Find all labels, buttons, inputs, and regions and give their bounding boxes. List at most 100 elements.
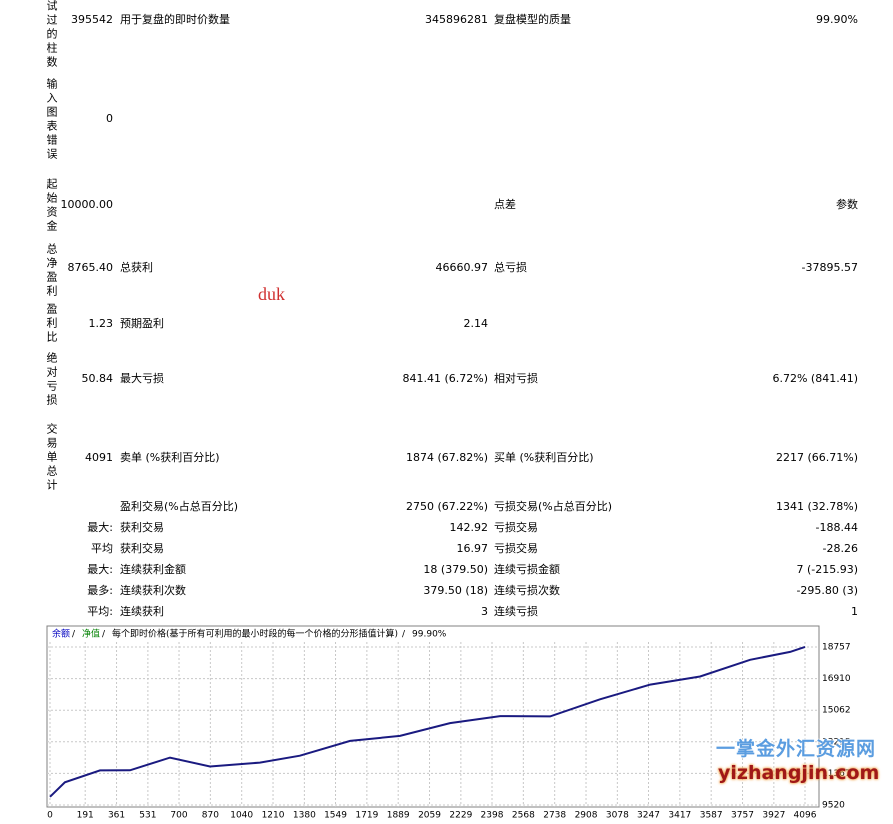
row-label: 盈利交易(%占总百分比)	[120, 500, 239, 513]
y-tick-label: 16910	[822, 674, 851, 684]
row-label: 复盘模型的质量	[494, 13, 571, 26]
x-tick-label: 4096	[794, 811, 817, 821]
x-tick-label: 2229	[449, 811, 472, 821]
row-value: 841.41 (6.72%)	[402, 372, 488, 385]
x-tick-label: 1719	[355, 811, 378, 821]
x-tick-label: 3757	[731, 811, 754, 821]
x-tick-label: 3417	[668, 811, 691, 821]
row-value: 345896281	[425, 13, 488, 26]
y-tick-label: 9520	[822, 801, 845, 811]
row-value: 99.90%	[816, 13, 858, 26]
x-tick-label: 700	[170, 811, 187, 821]
row-label: 绝对亏损	[45, 352, 58, 408]
row-value: 3	[481, 605, 488, 618]
row-label: 总亏损	[494, 261, 527, 274]
row-value: 4091	[85, 451, 113, 464]
row-value: 2.14	[463, 317, 489, 330]
row-value: 1341 (32.78%)	[775, 500, 858, 513]
row-value: -188.44	[815, 521, 858, 534]
row-value: 最大:	[87, 563, 113, 576]
separator: /	[72, 630, 76, 640]
watermark: yizhangjin.com	[718, 762, 880, 784]
x-tick-label: 2908	[575, 811, 598, 821]
legend-entry: 净值	[82, 628, 100, 640]
row-value: 2217 (66.71%)	[775, 451, 858, 464]
row-value: 最多:	[87, 584, 113, 597]
y-tick-label: 13215	[822, 737, 851, 747]
row-value: 1.23	[88, 317, 114, 330]
row-value: 18 (379.50)	[423, 563, 488, 576]
row-value: 16.97	[456, 542, 489, 555]
row-label: 相对亏损	[494, 372, 538, 385]
row-label: 亏损交易	[494, 542, 538, 555]
x-tick-label: 3078	[606, 811, 629, 821]
row-label: 连续获利金额	[120, 563, 186, 576]
x-tick-label: 870	[202, 811, 219, 821]
row-label: 预期盈利	[120, 317, 164, 330]
equity-line	[49, 645, 806, 798]
row-label: 获利交易	[120, 542, 164, 555]
row-label: 起始资金	[45, 178, 58, 234]
row-label: 总净盈利	[45, 243, 58, 299]
x-tick-label: 3927	[762, 811, 785, 821]
separator: /	[102, 630, 106, 640]
row-label: 连续获利	[120, 605, 164, 618]
row-value: 10000.00	[60, 198, 114, 211]
row-label: 亏损交易(%占总百分比)	[494, 500, 613, 513]
row-value: 379.50 (18)	[423, 584, 488, 597]
row-label: 连续亏损	[494, 605, 538, 618]
x-tick-label: 1380	[293, 811, 316, 821]
x-tick-label: 1210	[262, 811, 285, 821]
row-value: 最大:	[87, 521, 113, 534]
row-value: 0	[106, 112, 113, 125]
row-label: 交易单总计	[45, 423, 58, 493]
row-label: 买单 (%获利百分比)	[494, 451, 594, 464]
row-label: 用于复盘的即时价数量	[120, 13, 230, 26]
watermark: 一掌金外汇资源网	[716, 738, 877, 760]
x-tick-label: 2059	[418, 811, 441, 821]
row-label: 最大亏损	[120, 372, 164, 385]
row-label: 连续亏损次数	[494, 584, 560, 597]
row-value: 8765.40	[67, 261, 114, 274]
chart-description: 每个即时价格(基于所有可利用的最小时段的每一个价格的分形插值计算)	[112, 628, 398, 640]
row-value: -295.80 (3)	[796, 584, 858, 597]
x-tick-label: 1549	[324, 811, 347, 821]
y-tick-label: 11367	[822, 769, 851, 779]
row-label: 亏损交易	[494, 521, 538, 534]
row-value: 395542	[71, 13, 113, 26]
chart-frame	[46, 625, 820, 808]
row-label: 点差	[494, 198, 516, 211]
chart-quality: 99.90%	[412, 630, 447, 640]
x-tick-label: 1040	[230, 811, 253, 821]
row-label: 获利交易	[120, 521, 164, 534]
x-tick-label: 361	[108, 811, 125, 821]
row-label: 连续获利次数	[120, 584, 186, 597]
row-value: 2750 (67.22%)	[405, 500, 488, 513]
row-label: 输入图表错误	[45, 78, 58, 162]
y-tick-label: 15062	[822, 706, 851, 716]
x-tick-label: 2568	[512, 811, 535, 821]
row-value: -37895.57	[801, 261, 858, 274]
row-label: 卖单 (%获利百分比)	[120, 451, 220, 464]
row-value: -28.26	[822, 542, 858, 555]
row-label: 盈利比	[45, 303, 58, 345]
x-tick-label: 191	[77, 811, 94, 821]
legend-entry: 余额	[52, 628, 70, 640]
row-value: 平均:	[87, 605, 113, 618]
row-value: 参数	[836, 198, 858, 211]
row-value: 1	[851, 605, 858, 618]
x-tick-label: 2738	[543, 811, 566, 821]
x-tick-label: 3247	[637, 811, 660, 821]
x-tick-label: 1889	[387, 811, 410, 821]
row-value: 6.72% (841.41)	[772, 372, 858, 385]
row-label: 总获利	[120, 261, 153, 274]
row-label: 试过的柱数	[45, 0, 58, 70]
x-tick-label: 531	[139, 811, 156, 821]
x-tick-label: 2398	[481, 811, 504, 821]
x-tick-label: 3587	[700, 811, 723, 821]
row-value: 142.92	[449, 521, 489, 534]
row-value: 1874 (67.82%)	[405, 451, 488, 464]
x-tick-label: 0	[47, 811, 53, 821]
row-value: 46660.97	[435, 261, 489, 274]
